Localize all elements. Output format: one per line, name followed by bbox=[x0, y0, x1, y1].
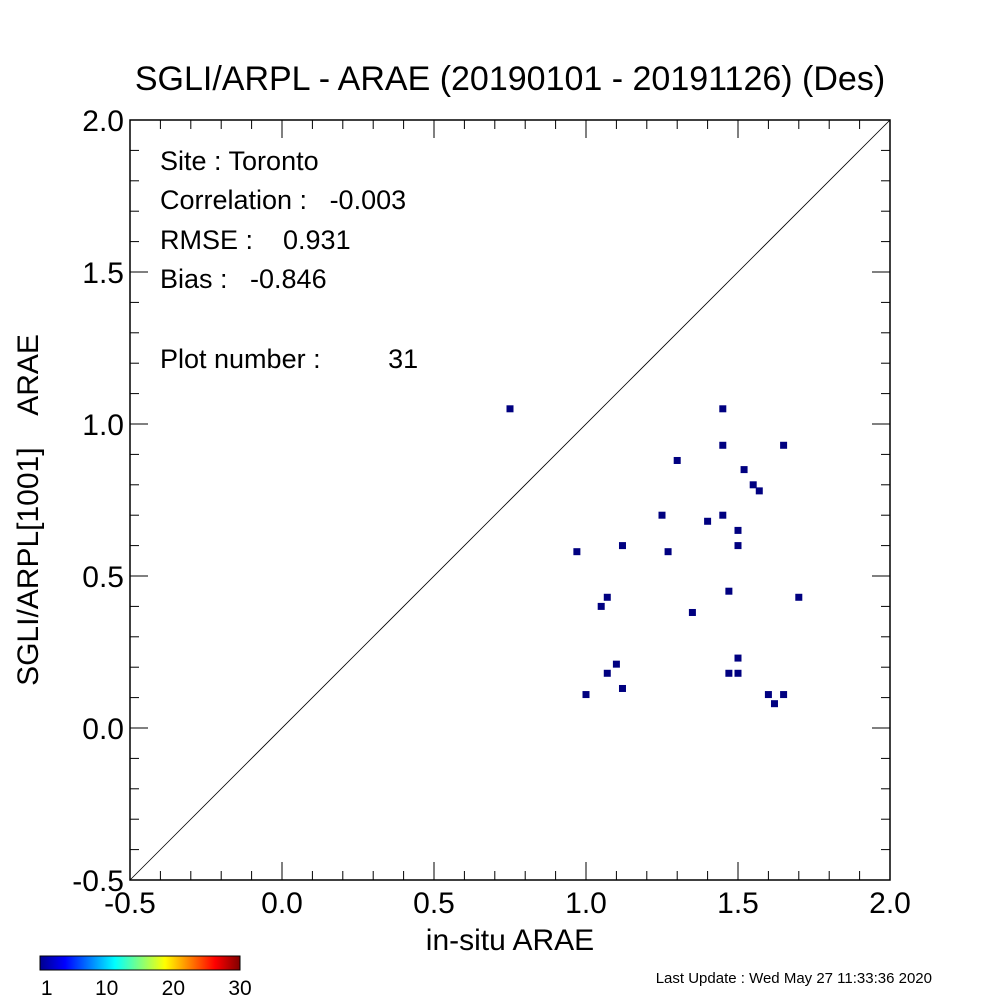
y-tick-label: 1.0 bbox=[82, 409, 124, 442]
data-point bbox=[719, 405, 727, 413]
x-tick-label: 2.0 bbox=[869, 887, 911, 920]
data-point bbox=[603, 593, 611, 601]
last-update-text: Last Update : Wed May 27 11:33:36 2020 bbox=[656, 970, 932, 987]
data-point bbox=[725, 587, 733, 595]
data-point bbox=[506, 405, 514, 413]
data-point bbox=[795, 593, 803, 601]
y-axis-label: SGLI/ARPL[1001] ARAE bbox=[12, 334, 45, 686]
data-point bbox=[658, 511, 666, 519]
stat-plot-number: Plot number : 31 bbox=[160, 344, 418, 374]
y-tick-labels: -0.5 0.0 0.5 1.0 1.5 2.0 bbox=[72, 105, 124, 898]
stat-bias: Bias : -0.846 bbox=[160, 264, 327, 294]
y-tick-label: 0.0 bbox=[82, 713, 124, 746]
data-point bbox=[618, 684, 626, 692]
stats-box: Site : Toronto Correlation : -0.003 RMSE… bbox=[160, 146, 418, 374]
data-point bbox=[719, 511, 727, 519]
x-tick-label: 1.0 bbox=[565, 887, 607, 920]
stat-rmse: RMSE : 0.931 bbox=[160, 225, 351, 255]
data-point bbox=[780, 691, 788, 699]
data-point bbox=[764, 691, 772, 699]
colorbar-label: 30 bbox=[228, 977, 251, 1000]
data-point bbox=[725, 669, 733, 677]
data-point bbox=[749, 481, 757, 489]
data-point bbox=[734, 542, 742, 550]
chart-title: SGLI/ARPL - ARAE (20190101 - 20191126) (… bbox=[135, 60, 885, 98]
data-point bbox=[664, 548, 672, 556]
x-tick-label: 0.5 bbox=[413, 887, 455, 920]
data-point bbox=[573, 548, 581, 556]
colorbar-labels: 1 10 20 30 bbox=[41, 977, 252, 1000]
x-tick-label: 1.5 bbox=[717, 887, 759, 920]
data-point bbox=[612, 660, 620, 668]
colorbar-gradient bbox=[39, 955, 241, 971]
data-point bbox=[618, 542, 626, 550]
data-point bbox=[740, 466, 748, 474]
stat-site: Site : Toronto bbox=[160, 146, 319, 176]
y-tick-label: 2.0 bbox=[82, 105, 124, 138]
colorbar-label: 10 bbox=[95, 977, 118, 1000]
y-tick-label: 1.5 bbox=[82, 257, 124, 290]
data-point bbox=[734, 669, 742, 677]
y-tick-label: 0.5 bbox=[82, 561, 124, 594]
data-point bbox=[734, 526, 742, 534]
data-point bbox=[597, 602, 605, 610]
x-axis-label: in-situ ARAE bbox=[426, 924, 594, 957]
data-point bbox=[719, 441, 727, 449]
data-point bbox=[603, 669, 611, 677]
data-point bbox=[704, 517, 712, 525]
data-point bbox=[582, 691, 590, 699]
data-point bbox=[688, 608, 696, 616]
x-tick-label: 0.0 bbox=[261, 887, 303, 920]
colorbar: 1 10 20 30 bbox=[39, 955, 252, 1000]
data-point bbox=[734, 654, 742, 662]
stat-correlation: Correlation : -0.003 bbox=[160, 185, 406, 215]
colorbar-label: 20 bbox=[162, 977, 185, 1000]
x-tick-label: -0.5 bbox=[104, 887, 156, 920]
data-point bbox=[755, 487, 763, 495]
data-points bbox=[506, 405, 803, 708]
data-point bbox=[673, 456, 681, 464]
plot-area-frame bbox=[129, 119, 891, 881]
data-point bbox=[770, 700, 778, 708]
data-point bbox=[780, 441, 788, 449]
colorbar-label: 1 bbox=[41, 977, 53, 1000]
y-tick-label: -0.5 bbox=[72, 865, 124, 898]
x-tick-labels: -0.5 0.0 0.5 1.0 1.5 2.0 bbox=[104, 887, 911, 920]
one-to-one-line bbox=[129, 119, 891, 881]
